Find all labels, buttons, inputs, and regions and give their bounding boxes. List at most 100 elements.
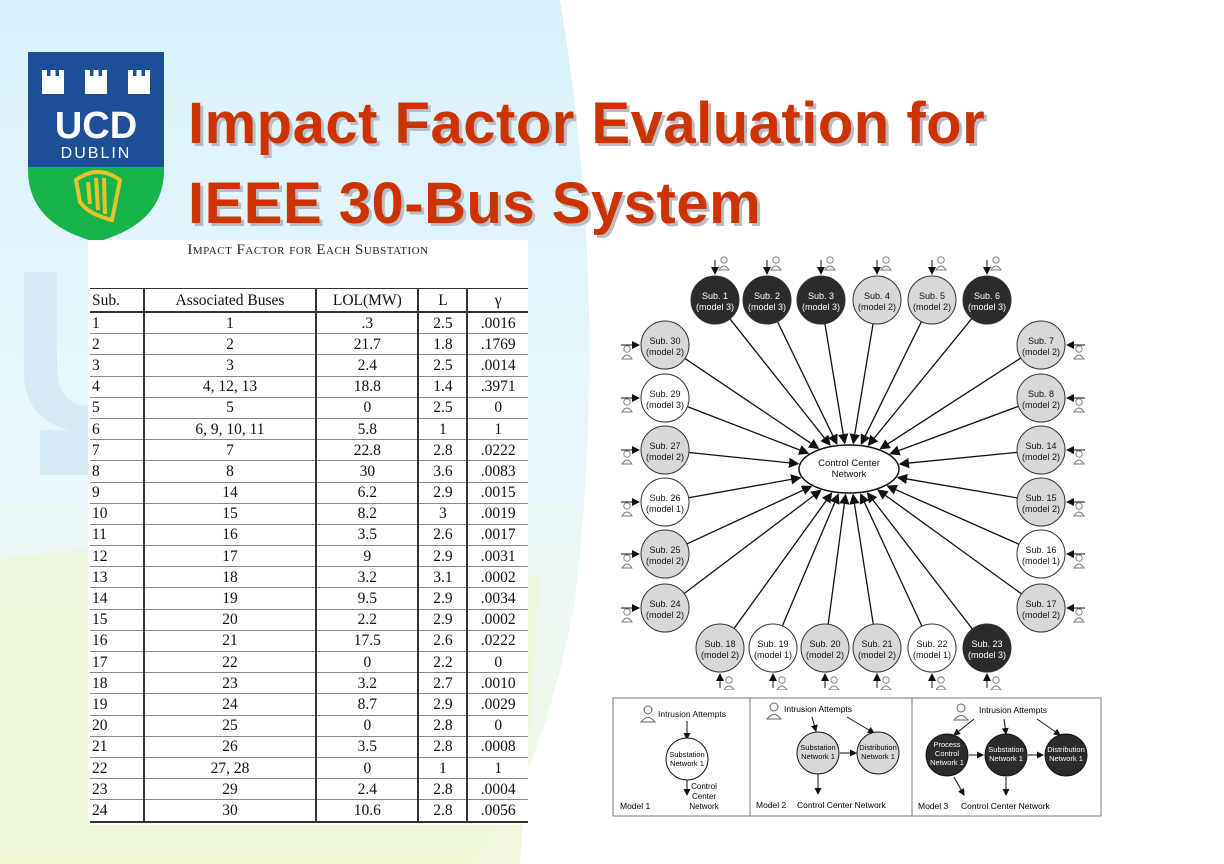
cell-gamma: .0002 bbox=[466, 609, 528, 631]
substation-model: (model 3) bbox=[646, 400, 684, 410]
cell-l: 2.9 bbox=[417, 482, 469, 504]
substation-model: (model 2) bbox=[1022, 504, 1060, 514]
cell-sub: 13 bbox=[90, 566, 145, 589]
cell-l: 2.8 bbox=[417, 439, 469, 462]
logo-text-dublin: DUBLIN bbox=[61, 145, 132, 162]
link-arrow bbox=[889, 405, 1019, 456]
substation-circle bbox=[1016, 477, 1066, 527]
substation-model: (model 2) bbox=[1022, 610, 1060, 620]
user-icon bbox=[765, 702, 783, 720]
cell-associated-buses: 30 bbox=[142, 799, 318, 823]
user-icon bbox=[1073, 398, 1085, 413]
cell-gamma: 1 bbox=[466, 757, 528, 780]
substation-node: Sub. 7(model 2) bbox=[1016, 320, 1085, 370]
link-arrow bbox=[896, 473, 1018, 499]
substation-circle bbox=[852, 275, 902, 325]
link-arrow bbox=[684, 357, 820, 450]
cell-lol: 9 bbox=[315, 545, 420, 568]
substation-circle bbox=[640, 529, 690, 579]
cell-gamma: 1 bbox=[466, 418, 528, 441]
user-icon bbox=[1073, 450, 1085, 465]
cell-lol: 5.8 bbox=[315, 418, 420, 441]
user-icon bbox=[935, 256, 947, 271]
harp-icon bbox=[73, 170, 123, 223]
link-arrow bbox=[688, 451, 800, 468]
impact-factor-table-panel: Impact Factor for Each Substation Sub. A… bbox=[88, 240, 528, 825]
link-arrow bbox=[886, 485, 1020, 545]
model-2-substation-label-2: Network 1 bbox=[801, 752, 835, 761]
user-icon bbox=[723, 676, 735, 690]
user-icon bbox=[621, 608, 633, 623]
substation-node: Sub. 8(model 2) bbox=[1016, 373, 1085, 423]
link-arrow bbox=[877, 489, 1022, 595]
cell-associated-buses: 22 bbox=[142, 651, 318, 674]
substation-name: Sub. 5 bbox=[919, 291, 945, 301]
substation-name: Sub. 29 bbox=[649, 389, 680, 399]
link-arrow bbox=[859, 493, 923, 627]
cell-gamma: .0017 bbox=[466, 524, 528, 547]
model-3-substation-label-2: Network 1 bbox=[989, 754, 1023, 763]
model-2-distribution-label-1: Distribution bbox=[859, 743, 897, 752]
cell-sub: 22 bbox=[90, 757, 145, 780]
substation-model: (model 3) bbox=[968, 650, 1006, 660]
cell-associated-buses: 8 bbox=[142, 460, 318, 483]
substation-name: Sub. 17 bbox=[1025, 599, 1056, 609]
substation-name: Sub. 6 bbox=[974, 291, 1000, 301]
substation-name: Sub. 27 bbox=[649, 441, 680, 451]
cell-associated-buses: 5 bbox=[142, 397, 318, 419]
substation-circle bbox=[962, 275, 1012, 325]
user-icon bbox=[824, 256, 836, 271]
substation-node: Sub. 4(model 2) bbox=[852, 256, 902, 325]
substation-model: (model 2) bbox=[913, 302, 951, 312]
substation-model: (model 3) bbox=[696, 302, 734, 312]
substation-name: Sub. 18 bbox=[704, 639, 735, 649]
cell-sub: 10 bbox=[90, 503, 145, 525]
user-icon bbox=[880, 676, 892, 690]
cell-sub: 19 bbox=[90, 693, 145, 716]
cell-lol: 3.5 bbox=[315, 736, 420, 758]
cell-lol: 2.2 bbox=[315, 609, 420, 631]
substation-node: Sub. 29(model 3) bbox=[621, 373, 690, 423]
substation-circle bbox=[962, 623, 1012, 673]
cell-sub: 9 bbox=[90, 482, 145, 504]
user-icon bbox=[1073, 608, 1085, 623]
table-row: 22 27, 28 0 1 1 bbox=[90, 757, 528, 780]
model-3-process-label-3: Network 1 bbox=[930, 758, 964, 767]
user-icon bbox=[621, 502, 633, 517]
cell-gamma: .0222 bbox=[466, 439, 528, 462]
substation-circle bbox=[640, 583, 690, 633]
title-line-2: IEEE 30-Bus System bbox=[188, 171, 762, 236]
user-icon bbox=[776, 676, 788, 690]
model-3-process-label-2: Control bbox=[935, 749, 960, 758]
substation-model: (model 2) bbox=[646, 347, 684, 357]
cell-associated-buses: 29 bbox=[142, 778, 318, 801]
substation-model: (model 2) bbox=[806, 650, 844, 660]
table-row: 5 5 0 2.5 0 bbox=[90, 397, 528, 419]
cell-associated-buses: 1 bbox=[142, 312, 318, 335]
table-row: 12 17 9 2.9.0031 bbox=[90, 545, 528, 568]
control-center-node: Control Center Network bbox=[798, 444, 900, 494]
table-row: 13 18 3.2 3.1.0002 bbox=[90, 566, 528, 589]
cell-gamma: 0 bbox=[466, 651, 528, 674]
cell-l: 2.6 bbox=[417, 524, 469, 547]
substation-node: Sub. 20(model 2) bbox=[800, 623, 850, 690]
substation-name: Sub. 24 bbox=[649, 599, 680, 609]
cell-associated-buses: 24 bbox=[142, 693, 318, 716]
cell-lol: 21.7 bbox=[315, 333, 420, 356]
cell-lol: 10.6 bbox=[315, 799, 420, 823]
substation-model: (model 2) bbox=[1022, 400, 1060, 410]
table-row: 10 15 8.2 3.0019 bbox=[90, 503, 528, 525]
table-row: 8 8 30 3.6.0083 bbox=[90, 460, 528, 483]
model-2-intrusion-label: Intrusion Attempts bbox=[784, 704, 852, 714]
model-3-substation-label-1: Substation bbox=[988, 745, 1023, 754]
substation-network-diagram: Sub. 1(model 3)Sub. 2(model 3)Sub. 3(mod… bbox=[621, 256, 1085, 690]
cell-lol: 18.8 bbox=[315, 376, 420, 398]
table-row: 7 7 22.8 2.8.0222 bbox=[90, 439, 528, 462]
substation-model: (model 1) bbox=[913, 650, 951, 660]
substation-name: Sub. 7 bbox=[1028, 336, 1054, 346]
model-1-cc-label-1: Control bbox=[691, 782, 717, 791]
substation-model: (model 2) bbox=[1022, 452, 1060, 462]
substation-node: Sub. 16(model 1) bbox=[1016, 529, 1085, 579]
substation-circle bbox=[742, 275, 792, 325]
table-header-row: Sub. Associated Buses LOL(MW) L γ bbox=[90, 288, 528, 313]
